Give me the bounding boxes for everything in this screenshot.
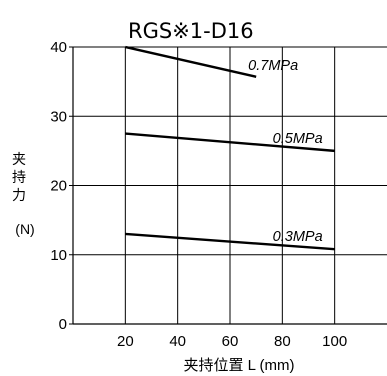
y-axis-label-char: 持 xyxy=(12,169,26,185)
y-axis-label: 夹 持 力 xyxy=(8,150,30,204)
x-tick-label: 40 xyxy=(169,333,186,350)
series-label: 0.5MPa xyxy=(273,131,323,147)
y-tick-label: 0 xyxy=(59,316,67,333)
x-tick-label: 20 xyxy=(117,333,134,350)
series-label: 0.7MPa xyxy=(248,58,298,74)
axes xyxy=(69,46,387,325)
y-tick-label: 30 xyxy=(50,108,67,125)
grid xyxy=(73,46,387,324)
y-axis-unit: (N) xyxy=(15,221,34,237)
y-tick-label: 20 xyxy=(50,178,67,195)
series-line xyxy=(125,232,335,251)
y-tick-label: 10 xyxy=(50,247,67,264)
x-axis-label: 夹持位置 L (mm) xyxy=(183,357,294,374)
series-label: 0.3MPa xyxy=(273,229,323,245)
x-tick-label: 100 xyxy=(322,333,347,350)
y-tick-label: 40 xyxy=(50,39,67,56)
series-line xyxy=(125,132,335,153)
chart-title: RGS※1-D16 xyxy=(128,19,254,43)
x-tick-label: 80 xyxy=(274,333,291,350)
x-tick-labels: 20 40 60 80 100 xyxy=(117,333,347,350)
y-axis-label-char: 夹 xyxy=(12,151,26,167)
x-tick-label: 60 xyxy=(222,333,239,350)
series-lines xyxy=(125,45,335,251)
y-axis-label-char: 力 xyxy=(12,187,26,203)
series-line xyxy=(125,45,257,78)
y-tick-labels: 0 10 20 30 40 xyxy=(50,39,67,333)
series-labels: 0.7MPa 0.5MPa 0.3MPa xyxy=(248,58,322,245)
